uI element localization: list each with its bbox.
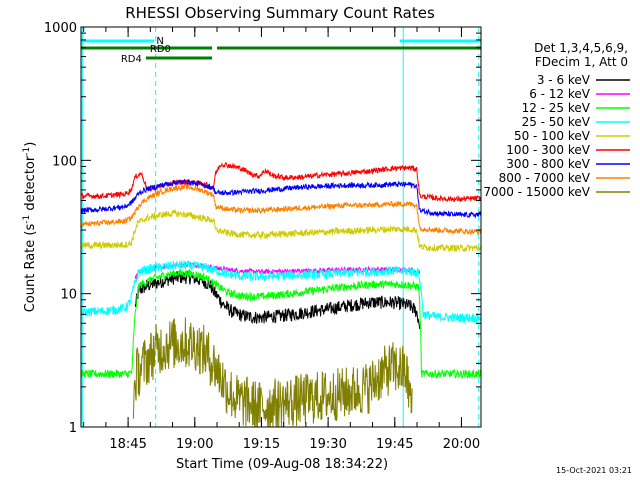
- chart-title: RHESSI Observing Summary Count Rates: [125, 4, 435, 22]
- y-axis-label: Count Rate (s-1 detector-1): [22, 142, 38, 313]
- legend-label-1: 6 - 12 keV: [529, 87, 591, 101]
- y-tick-label-3: 1000: [44, 21, 77, 36]
- series-line-3: [80, 259, 482, 324]
- x-tick-label-2: 19:15: [243, 437, 280, 452]
- legend-label-7: 800 - 7000 keV: [499, 171, 591, 185]
- x-tick-label-0: 18:45: [109, 437, 146, 452]
- legend-label-6: 300 - 800 keV: [506, 157, 590, 171]
- series-line-6: [80, 178, 482, 219]
- flag-label-rd0: RD0: [150, 44, 171, 55]
- flag-label-rd4: RD4: [121, 54, 142, 65]
- series-line-8: [132, 317, 413, 428]
- legend-label-2: 12 - 25 keV: [522, 101, 591, 115]
- x-tick-label-4: 19:45: [376, 437, 413, 452]
- series-line-2: [80, 268, 482, 380]
- plot-area: [80, 27, 482, 428]
- y-tick-label-1: 10: [60, 288, 77, 303]
- series-line-4: [80, 208, 482, 253]
- legend-label-3: 25 - 50 keV: [522, 115, 591, 129]
- x-tick-label-3: 19:30: [309, 437, 346, 452]
- legend-header-decimation: FDecim 1, Att 0: [535, 55, 628, 69]
- legend-label-0: 3 - 6 keV: [537, 73, 591, 87]
- y-tick-label-0: 1: [69, 421, 77, 436]
- y-tick-label-2: 100: [52, 154, 77, 169]
- legend-label-5: 100 - 300 keV: [506, 143, 590, 157]
- flag-label-n: N: [156, 36, 163, 47]
- axes: 1 10 100 1000 18:45 19:00 19:15 19:30 19:45 20:00: [44, 21, 482, 452]
- legend-label-4: 50 - 100 keV: [514, 129, 591, 143]
- x-tick-label-1: 19:00: [176, 437, 213, 452]
- series-line-7: [80, 183, 482, 236]
- legend-label-8: 7000 - 15000 keV: [483, 185, 590, 199]
- x-axis-label: Start Time (09-Aug-08 18:34:22): [176, 457, 388, 472]
- footer-date: 15-Oct-2021 03:21: [556, 466, 632, 475]
- legend-header-detectors: Det 1,3,4,5,6,9,: [534, 41, 628, 55]
- legend: Det 1,3,4,5,6,9, FDecim 1, Att 0 3 - 6 k…: [483, 41, 630, 199]
- x-tick-label-5: 20:00: [443, 437, 480, 452]
- series-line-1: [134, 260, 421, 280]
- plot-frame: [80, 26, 482, 428]
